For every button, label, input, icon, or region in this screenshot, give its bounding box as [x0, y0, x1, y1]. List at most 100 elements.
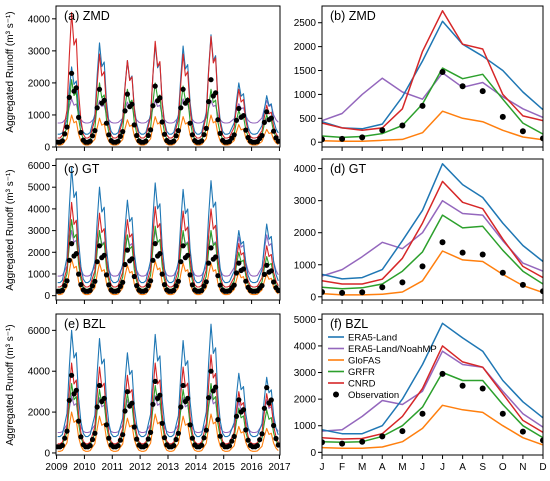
- y-axis-label-top: Aggregated Runoff (m³ s⁻¹): [5, 11, 16, 132]
- panel-f-bzl: 0 1000 2000 3000 4000 5000 J F M A M J J A S O N D (f) BZL…: [294, 313, 547, 473]
- observation-point: [245, 437, 251, 443]
- observation-point: [419, 102, 426, 109]
- series-line-era5-land-noahmp: [322, 72, 543, 122]
- observation-point: [89, 436, 96, 443]
- observation-point: [131, 424, 137, 430]
- observation-point: [92, 128, 98, 134]
- observation-point: [540, 288, 543, 295]
- observation-point: [59, 287, 65, 293]
- observation-point: [122, 108, 128, 114]
- observation-point: [69, 372, 75, 378]
- observation-point: [145, 283, 151, 289]
- y-tick-label: 3000: [294, 196, 317, 207]
- observation-point: [124, 389, 130, 395]
- observation-point: [203, 125, 209, 131]
- observation-point: [101, 252, 107, 258]
- observation-point: [87, 287, 93, 293]
- observation-point: [94, 259, 100, 265]
- panel-title: (c) GT: [64, 162, 100, 176]
- observation-point: [217, 282, 223, 288]
- observation-point: [157, 251, 163, 257]
- y-tick-label: 1000: [28, 269, 51, 280]
- plot-area: [56, 11, 280, 146]
- observation-point: [159, 271, 165, 277]
- observation-point: [131, 273, 137, 280]
- observation-point: [254, 443, 260, 449]
- panel-title: (a) ZMD: [64, 9, 110, 23]
- observation-point: [64, 278, 70, 284]
- observation-point: [78, 434, 84, 440]
- panel-frame: [321, 5, 544, 148]
- observation-point: [64, 428, 70, 434]
- observation-point: [96, 243, 103, 249]
- observation-point: [115, 443, 121, 449]
- observation-point: [359, 289, 366, 296]
- observation-point: [180, 382, 186, 389]
- observation-point: [69, 241, 75, 247]
- observation-point: [152, 241, 158, 247]
- y-tick-label: 2000: [294, 42, 317, 53]
- series-line-cnrd: [57, 354, 279, 445]
- observation-point: [96, 382, 103, 389]
- observation-point: [180, 243, 186, 249]
- observation-point: [187, 422, 193, 428]
- observation-point: [150, 103, 156, 109]
- observation-point: [199, 442, 205, 448]
- observation-point: [264, 262, 270, 268]
- observation-point: [275, 287, 280, 294]
- series-line-era5-land: [322, 322, 543, 435]
- observation-point: [92, 430, 98, 436]
- observation-point: [89, 133, 96, 139]
- series-line-grfr: [322, 214, 543, 290]
- observation-point: [148, 127, 154, 133]
- observation-point: [117, 437, 123, 443]
- x-tick-label: N: [519, 462, 526, 473]
- observation-point: [117, 283, 123, 289]
- observation-point: [208, 245, 214, 251]
- panel-d-gt: 0 1000 2000 3000 4000 (d) GT: [294, 158, 544, 304]
- observation-point: [275, 442, 280, 448]
- series-line-grfr: [322, 67, 543, 139]
- observation-point: [439, 69, 446, 75]
- panel-title: (f) BZL: [330, 317, 368, 331]
- observation-point: [261, 271, 267, 277]
- observation-point: [159, 420, 165, 426]
- y-tick-label: 2000: [28, 78, 51, 89]
- observation-point: [231, 282, 237, 288]
- observation-point: [217, 130, 223, 136]
- series-line-era5-land: [57, 34, 279, 135]
- observation-point: [171, 287, 177, 293]
- y-tick-label: 0: [44, 448, 50, 459]
- legend-label-observation: Observation: [348, 390, 399, 401]
- observation-point: [271, 422, 277, 429]
- observation-point: [215, 417, 221, 423]
- plot-area: [322, 322, 543, 450]
- x-tick-label: J: [420, 462, 425, 473]
- observation-point: [271, 279, 277, 285]
- observation-point: [187, 272, 193, 278]
- observation-point: [240, 113, 247, 119]
- observation-point: [64, 124, 70, 130]
- observation-point: [185, 97, 191, 103]
- observation-point: [201, 283, 207, 289]
- series-line-era5-land-noahmp: [57, 230, 279, 277]
- y-tick-label: 4000: [294, 164, 317, 175]
- observation-point: [161, 435, 168, 441]
- observation-point: [73, 387, 79, 393]
- observation-point: [106, 282, 112, 288]
- legend-label-cnrd: CNRD: [348, 379, 376, 390]
- observation-point: [203, 427, 209, 433]
- x-tick-label: A: [459, 462, 466, 473]
- observation-point: [243, 278, 249, 284]
- y-tick-label: 1500: [294, 66, 317, 77]
- observation-point: [261, 405, 267, 411]
- observation-point: [66, 94, 72, 100]
- observation-point: [213, 254, 219, 260]
- observation-point: [73, 251, 79, 257]
- observation-point: [379, 284, 386, 291]
- observation-point: [175, 430, 181, 436]
- observation-point: [213, 90, 219, 96]
- observation-point: [171, 443, 177, 449]
- observation-point: [120, 279, 126, 285]
- y-tick-label: 0: [44, 143, 50, 154]
